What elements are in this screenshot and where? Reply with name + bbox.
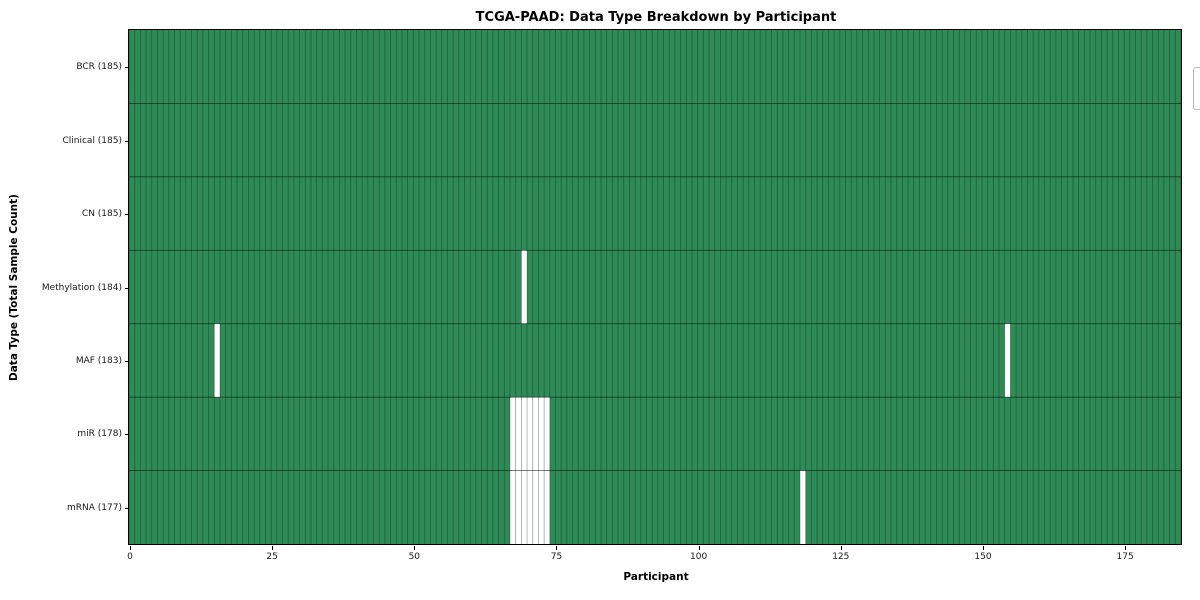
y-tick-mark [125,67,129,69]
x-tick-mark [840,546,842,550]
y-tick-label-mRNA: mRNA (177) [67,502,122,513]
x-tick-label-0: 0 [127,552,133,562]
x-tick-mark [698,546,700,550]
x-tick-label-125: 125 [832,552,850,562]
x-tick-label-100: 100 [690,552,708,562]
legend: Present Absent [1193,67,1200,111]
absent-cell-miR-71 [533,397,539,471]
x-tick-mark [414,546,416,550]
absent-cell-miR-70 [527,397,534,471]
absent-cell-mRNA-72 [538,470,545,545]
y-tick-label-Methylation: Methylation (184) [41,282,122,293]
absent-cell-mRNA-68 [516,470,522,545]
x-tick-label-50: 50 [408,552,421,562]
absent-cell-MAF-154 [1005,324,1011,398]
chart-title: TCGA-PAAD: Data Type Breakdown by Partic… [475,10,837,25]
x-tick-mark [272,546,274,550]
x-tick-mark [982,546,984,550]
y-tick-mark [125,360,129,362]
absent-cell-mRNA-69 [521,470,528,545]
x-tick-mark [1125,546,1127,550]
y-tick-mark [125,214,129,216]
absent-cell-miR-67 [510,397,517,471]
x-tick-label-150: 150 [974,552,992,562]
x-tick-label-25: 25 [266,552,278,562]
absent-cell-Methylation-69 [521,250,528,325]
plot-area: Present Absent [128,29,1200,546]
y-tick-mark [125,287,129,289]
y-tick-mark [125,434,129,436]
y-tick-label-CN: CN (185) [81,209,122,220]
y-tick-mark [125,507,129,509]
heatmap-grid [129,30,1182,545]
x-tick-label-75: 75 [550,552,563,562]
y-tick-mark [125,140,129,142]
absent-cell-miR-68 [516,397,522,471]
absent-cell-miR-73 [544,397,551,471]
y-tick-label-BCR: BCR (185) [76,62,122,73]
absent-cell-MAF-15 [214,324,221,398]
absent-cell-mRNA-71 [533,470,539,545]
x-axis-label: Participant [623,571,689,583]
x-tick-mark [556,546,558,550]
present-field [129,30,1182,545]
absent-cell-mRNA-118 [800,470,807,545]
absent-cell-mRNA-73 [544,470,551,545]
absent-cell-miR-72 [538,397,545,471]
absent-cell-mRNA-67 [510,470,517,545]
x-tick-mark [130,546,131,550]
y-tick-label-MAF: MAF (183) [75,355,122,366]
y-tick-label-Clinical: Clinical (185) [62,135,122,146]
absent-cell-mRNA-70 [527,470,534,545]
absent-cell-miR-69 [521,397,528,471]
x-tick-label-175: 175 [1116,552,1134,562]
y-tick-label-miR: miR (178) [77,429,122,440]
